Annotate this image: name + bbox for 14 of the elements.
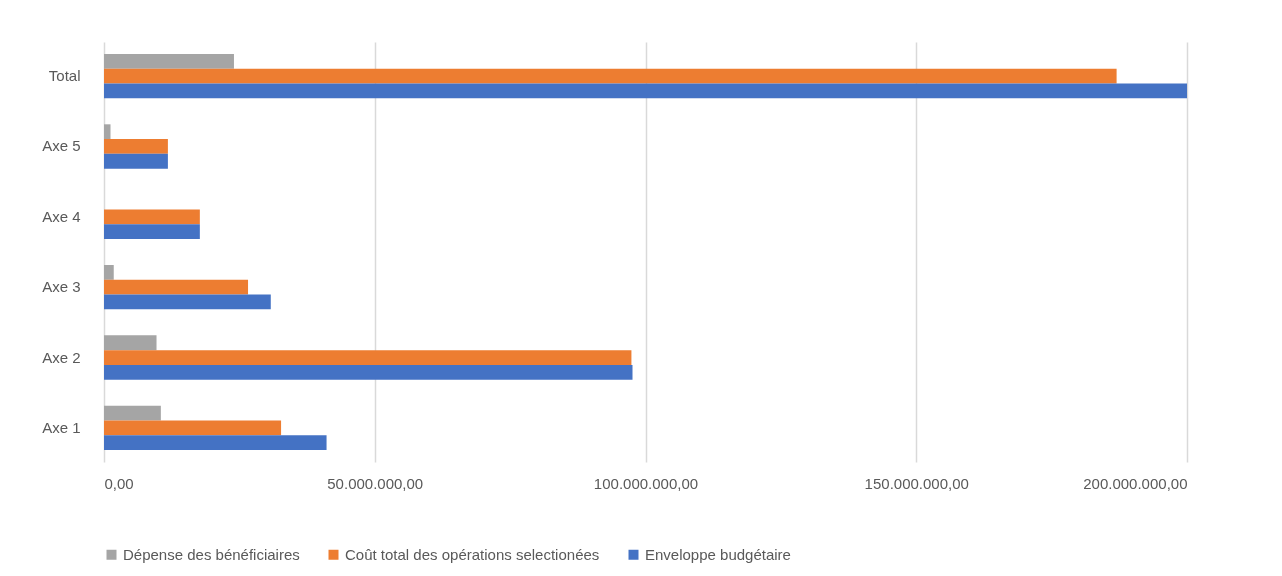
x-tick-label: 50.000.000,00 xyxy=(327,474,424,492)
legend-label: Enveloppe budgétaire xyxy=(645,545,791,563)
x-tick-label: 0,00 xyxy=(104,474,134,492)
x-tick-label: 150.000.000,00 xyxy=(864,474,969,492)
x-tick-label: 200.000.000,00 xyxy=(1083,474,1188,492)
y-tick-label: Axe 2 xyxy=(42,348,81,366)
y-tick-label: Total xyxy=(48,67,81,85)
legend-label: Coût total des opérations selectionées xyxy=(345,545,600,563)
y-tick-label: Axe 5 xyxy=(42,137,81,155)
y-tick-label: Axe 4 xyxy=(42,207,81,225)
y-tick-label: Axe 1 xyxy=(42,418,81,436)
x-tick-label: 100.000.000,00 xyxy=(593,474,699,492)
y-tick-label: Axe 3 xyxy=(42,278,81,296)
legend-label: Dépense des bénéficiaires xyxy=(123,545,300,563)
